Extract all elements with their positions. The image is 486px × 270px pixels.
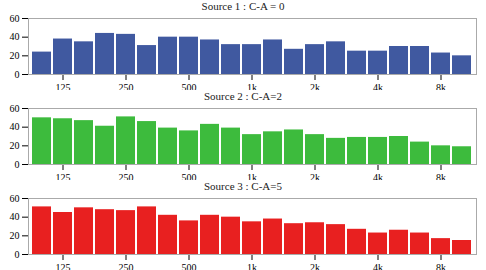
svg-text:20: 20 (10, 230, 20, 241)
svg-text:250: 250 (119, 172, 134, 180)
svg-text:2k: 2k (310, 172, 320, 180)
svg-text:500: 500 (182, 262, 197, 270)
svg-text:1k: 1k (247, 172, 257, 180)
svg-text:60: 60 (10, 13, 20, 24)
svg-text:60: 60 (10, 103, 20, 114)
svg-text:4k: 4k (373, 82, 383, 90)
svg-text:8k: 8k (436, 262, 446, 270)
svg-text:250: 250 (119, 262, 134, 270)
svg-text:60: 60 (10, 193, 20, 204)
svg-text:125: 125 (56, 172, 71, 180)
html-text:Source 2 : C-A=2: Source 2 : C-A=2 (204, 90, 282, 102)
svg-text:4k: 4k (373, 172, 383, 180)
svg-text:20: 20 (10, 140, 20, 151)
html-text:Source 3 : C-A=5: Source 3 : C-A=5 (204, 180, 282, 192)
svg-text:2k: 2k (310, 262, 320, 270)
svg-text:125: 125 (56, 262, 71, 270)
svg-text:8k: 8k (436, 82, 446, 90)
svg-text:125: 125 (56, 82, 71, 90)
svg-text:2k: 2k (310, 82, 320, 90)
svg-text:500: 500 (182, 172, 197, 180)
svg-text:8k: 8k (436, 172, 446, 180)
svg-text:40: 40 (10, 121, 20, 132)
svg-text:250: 250 (119, 82, 134, 90)
svg-text:1k: 1k (247, 262, 257, 270)
svg-text:1k: 1k (247, 82, 257, 90)
svg-text:20: 20 (10, 50, 20, 61)
svg-text:500: 500 (182, 82, 197, 90)
html-text:Source 1 : C-A = 0: Source 1 : C-A = 0 (201, 0, 285, 12)
svg-text:40: 40 (10, 211, 20, 222)
svg-text:0: 0 (15, 249, 20, 260)
svg-text:40: 40 (10, 31, 20, 42)
svg-text:0: 0 (15, 159, 20, 170)
svg-text:0: 0 (15, 69, 20, 80)
svg-text:4k: 4k (373, 262, 383, 270)
